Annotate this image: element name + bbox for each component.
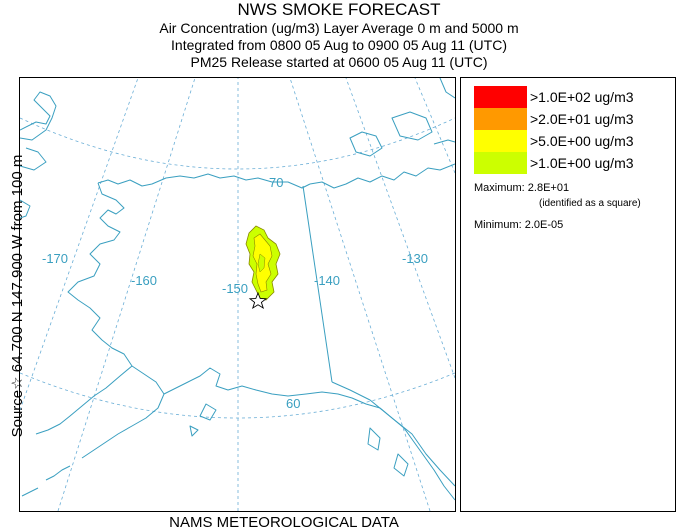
- lat-label-70: 70: [269, 175, 283, 190]
- meridian-minus-140: [289, 78, 431, 511]
- legend-swatch: [474, 86, 527, 108]
- latitude-line-70: [20, 117, 455, 170]
- meridian-minus-160: [57, 78, 196, 511]
- lon-label-minus-170: -170: [42, 251, 68, 266]
- lon-label-minus-160: -160: [131, 273, 157, 288]
- legend-swatch: [474, 108, 527, 130]
- lon-label-minus-140: -140: [314, 273, 340, 288]
- coastline: [20, 78, 455, 501]
- graticule: [20, 78, 455, 511]
- quantity-subtitle: Air Concentration (ug/m3) Layer Average …: [159, 20, 519, 36]
- maximum-value: Maximum: 2.8E+01: [474, 182, 570, 194]
- meridian-minus-120: [414, 78, 455, 174]
- data-source-footer: NAMS METEOROLOGICAL DATA: [169, 514, 399, 531]
- lon-label-minus-130: -130: [402, 251, 428, 266]
- alaska-map: -170 -160 -150 -140 -130 70 60: [20, 78, 455, 511]
- legend-swatch: [474, 152, 527, 174]
- latitude-line-60: [20, 372, 455, 419]
- minimum-value: Minimum: 2.0E-05: [474, 219, 564, 231]
- map-panel: -170 -160 -150 -140 -130 70 60: [19, 77, 456, 512]
- map-title: NWS SMOKE FORECAST: [237, 0, 441, 19]
- release-info: PM25 Release started at 0600 05 Aug 11 (…: [190, 54, 488, 70]
- lat-label-60: 60: [286, 396, 300, 411]
- plume-inner-core: [257, 253, 266, 273]
- legend-label: >1.0E+02 ug/m3: [530, 89, 634, 105]
- legend-label: >2.0E+01 ug/m3: [530, 111, 634, 127]
- legend-label: >5.0E+00 ug/m3: [530, 133, 634, 149]
- meridian-minus-130: [345, 78, 455, 379]
- legend-panel: >1.0E+02 ug/m3 >2.0E+01 ug/m3 >5.0E+00 u…: [460, 77, 676, 512]
- legend-label: >1.0E+00 ug/m3: [530, 155, 634, 171]
- integration-period: Integrated from 0800 05 Aug to 0900 05 A…: [171, 37, 507, 53]
- lon-label-minus-150: -150: [222, 281, 248, 296]
- legend-swatch: [474, 130, 527, 152]
- meridian-minus-170: [20, 78, 139, 411]
- open-star-icon: [248, 291, 268, 310]
- maximum-note: (identified as a square): [539, 198, 641, 209]
